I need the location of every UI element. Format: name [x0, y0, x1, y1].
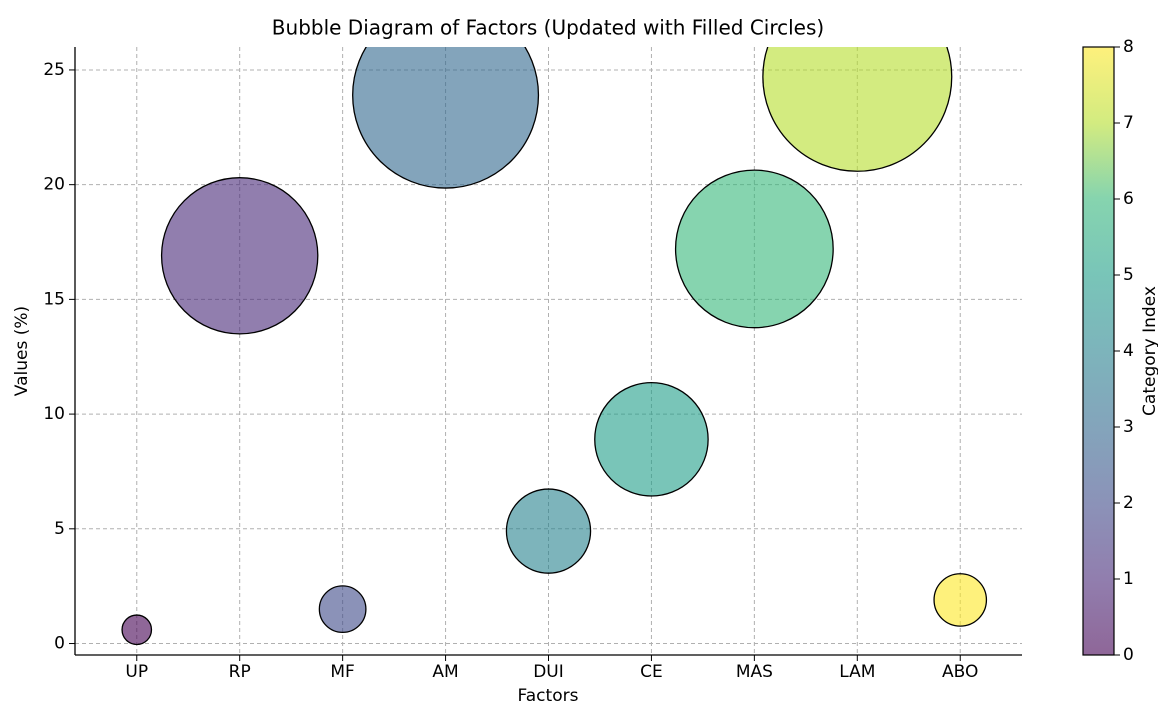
x-tick-label: AM	[432, 662, 458, 682]
colorbar-tick-label: 5	[1123, 265, 1134, 285]
x-axis-label: Factors	[518, 686, 579, 706]
y-tick-label: 0	[54, 634, 65, 654]
bubble	[594, 381, 709, 497]
colorbar-tick-label: 1	[1123, 569, 1134, 589]
y-tick-label: 15	[43, 289, 65, 309]
x-tick-label: DUI	[533, 662, 564, 682]
x-tick-label: UP	[125, 662, 148, 682]
colorbar	[1082, 46, 1115, 656]
colorbar-tick-label: 4	[1123, 341, 1134, 361]
x-tick-label: MAS	[736, 662, 773, 682]
bubble	[933, 573, 988, 627]
plot-area	[121, 47, 988, 646]
colorbar-tick-label: 2	[1123, 493, 1134, 513]
bubble	[160, 177, 319, 335]
x-tick-label: LAM	[839, 662, 875, 682]
x-tick-label: CE	[640, 662, 663, 682]
bubble	[318, 585, 367, 634]
colorbar-tick-label: 8	[1123, 37, 1134, 57]
x-tick-label: MF	[330, 662, 354, 682]
y-tick-label: 5	[54, 519, 65, 539]
y-tick-label: 20	[43, 175, 65, 195]
colorbar-tick-label: 0	[1123, 645, 1134, 665]
colorbar-label: Category Index	[1140, 286, 1158, 416]
bubble	[121, 614, 153, 646]
bubble	[762, 47, 953, 172]
x-tick-label: RP	[229, 662, 251, 682]
colorbar-tick-label: 6	[1123, 189, 1134, 209]
colorbar-tick-label: 3	[1123, 417, 1134, 437]
y-tick-label: 10	[43, 404, 65, 424]
colorbar-tick-label: 7	[1123, 113, 1134, 133]
chart-title: Bubble Diagram of Factors (Updated with …	[272, 16, 824, 40]
bubble	[674, 169, 834, 329]
x-tick-label: ABO	[942, 662, 978, 682]
axes: 0 5 10 15 20 25 UP RP MF AM DUI CE MAS LAM ABO 0 1 2 3 4 5 6 7…	[43, 37, 1133, 682]
bubble	[352, 47, 540, 189]
y-axis-label: Values (%)	[12, 306, 32, 396]
bubble	[505, 488, 592, 574]
y-tick-label: 25	[43, 60, 65, 80]
